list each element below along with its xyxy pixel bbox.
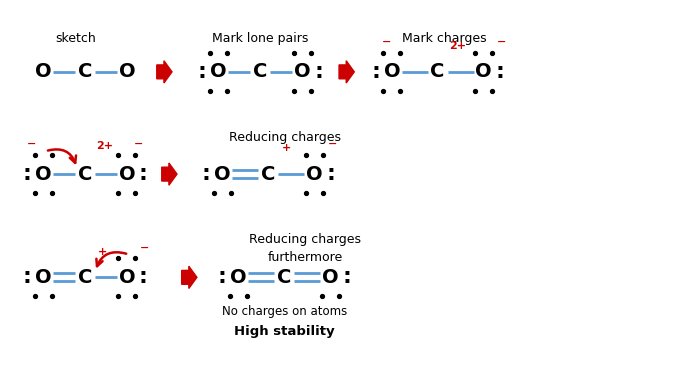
Text: :: : (22, 164, 32, 184)
Text: −: − (140, 243, 150, 253)
Text: High stability: High stability (234, 325, 335, 338)
Text: :: : (22, 267, 32, 287)
FancyArrow shape (182, 266, 197, 288)
Text: O: O (322, 268, 338, 287)
FancyArrowPatch shape (97, 252, 126, 266)
Text: Mark lone pairs: Mark lone pairs (212, 32, 309, 45)
Text: :: : (218, 267, 227, 287)
Text: C: C (253, 62, 267, 81)
Text: 2+: 2+ (449, 41, 466, 51)
Text: +: + (281, 143, 291, 153)
Text: :: : (326, 164, 335, 184)
Text: −: − (382, 37, 391, 47)
Text: :: : (371, 62, 380, 82)
Text: :: : (139, 267, 148, 287)
Text: C: C (430, 62, 444, 81)
Text: O: O (475, 62, 492, 81)
Text: :: : (496, 62, 504, 82)
Text: C: C (78, 165, 92, 183)
Text: O: O (384, 62, 400, 81)
Text: C: C (277, 268, 291, 287)
Text: Reducing charges: Reducing charges (230, 131, 342, 144)
FancyArrow shape (162, 163, 177, 185)
FancyArrow shape (157, 61, 172, 83)
Text: Reducing charges: Reducing charges (249, 233, 361, 246)
Text: O: O (35, 62, 52, 81)
Text: +: + (99, 247, 108, 256)
Text: O: O (35, 165, 52, 183)
Text: :: : (342, 267, 351, 287)
Text: O: O (118, 62, 135, 81)
Text: O: O (210, 62, 227, 81)
Text: :: : (314, 62, 323, 82)
Text: :: : (202, 164, 211, 184)
Text: 2+: 2+ (97, 141, 113, 151)
Text: C: C (78, 62, 92, 81)
Text: Mark charges: Mark charges (402, 32, 487, 45)
Text: O: O (118, 165, 135, 183)
Text: furthermore: furthermore (267, 252, 343, 264)
Text: −: − (328, 139, 337, 149)
FancyArrow shape (339, 61, 354, 83)
Text: −: − (27, 139, 36, 149)
Text: C: C (261, 165, 276, 183)
Text: :: : (197, 62, 206, 82)
Text: O: O (306, 165, 323, 183)
FancyArrowPatch shape (48, 149, 76, 163)
Text: No charges on atoms: No charges on atoms (222, 305, 347, 318)
Text: −: − (134, 139, 144, 149)
Text: −: − (497, 37, 506, 47)
Text: O: O (35, 268, 52, 287)
Text: :: : (139, 164, 148, 184)
Text: O: O (294, 62, 311, 81)
Text: O: O (230, 268, 247, 287)
Text: O: O (214, 165, 231, 183)
Text: sketch: sketch (56, 32, 97, 45)
Text: O: O (118, 268, 135, 287)
Text: C: C (78, 268, 92, 287)
